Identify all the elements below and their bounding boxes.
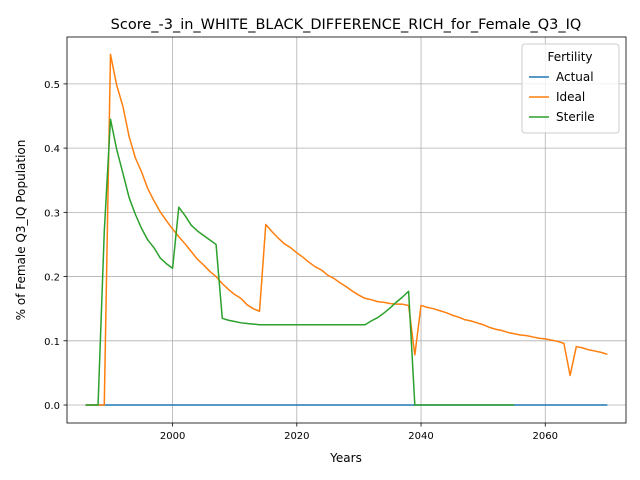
series-line-sterile: [85, 118, 515, 406]
x-axis-label: Years: [329, 451, 362, 465]
plot-frame: [66, 36, 627, 424]
legend-box: [521, 43, 620, 134]
legend-label-actual: Actual: [556, 70, 594, 84]
y-tick-label: 0.4: [44, 144, 60, 155]
y-tick-label: 0.0: [44, 401, 60, 412]
y-tick-label: 0.5: [44, 80, 60, 91]
legend-title: Fertility: [547, 50, 592, 64]
x-tick-label: 2020: [284, 431, 309, 442]
x-axis: 2000 2020 2040 2060: [160, 423, 558, 442]
y-axis-label: % of Female Q3_IQ Population: [14, 140, 28, 321]
chart-title: Score_-3_in_WHITE_BLACK_DIFFERENCE_RICH_…: [111, 17, 582, 33]
legend: Fertility Actual Ideal Sterile: [521, 43, 620, 134]
x-tick-label: 2000: [160, 431, 185, 442]
series-lines: [85, 53, 608, 406]
x-tick-label: 2060: [533, 431, 558, 442]
series-line-ideal: [85, 53, 608, 406]
legend-entries: Actual Ideal Sterile: [529, 70, 595, 124]
y-tick-label: 0.3: [44, 208, 60, 219]
legend-label-sterile: Sterile: [556, 110, 595, 124]
y-tick-label: 0.1: [44, 337, 60, 348]
x-tick-label: 2040: [408, 431, 433, 442]
legend-label-ideal: Ideal: [556, 90, 585, 104]
y-tick-label: 0.2: [44, 273, 60, 284]
y-axis: 0.0 0.1 0.2 0.3 0.4 0.5: [44, 80, 67, 412]
